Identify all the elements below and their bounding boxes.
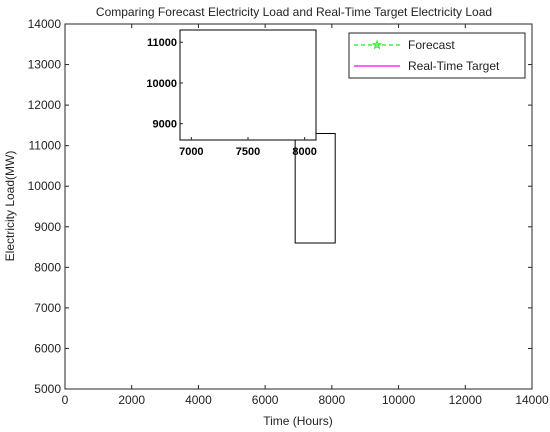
inset-x-tick-label: 8000: [292, 146, 316, 158]
inset-background: [180, 30, 316, 140]
y-tick-label: 7000: [34, 301, 61, 315]
legend-box: [348, 32, 526, 79]
inset-zoom-plot: 7000 7500 8000 9000 10000 11000: [146, 29, 317, 158]
legend-forecast-marker: [371, 39, 383, 50]
x-tick-label: 0: [62, 393, 69, 407]
y-tick-label: 9000: [34, 220, 61, 234]
inset-y-tick-label: 10000: [146, 78, 177, 90]
y-tick-label: 13000: [28, 58, 62, 72]
x-tick-label: 14000: [515, 393, 549, 407]
inset-y-tick-label: 9000: [153, 119, 177, 131]
x-axis-label: Time (Hours): [263, 414, 333, 428]
x-tick-label: 6000: [252, 393, 279, 407]
y-axis-label: Electricity Load(MW): [3, 151, 17, 262]
y-tick-label: 5000: [34, 382, 61, 396]
inset-x-tick-label: 7000: [179, 146, 203, 158]
y-tick-label: 10000: [28, 179, 62, 193]
y-tick-label: 6000: [34, 341, 61, 355]
x-tick-label: 12000: [449, 393, 483, 407]
inset-y-tick-label: 11000: [147, 37, 177, 49]
y-tick-label: 8000: [34, 260, 61, 274]
y-tick-label: 14000: [28, 17, 62, 31]
legend-forecast-label: Forecast: [408, 38, 455, 52]
x-tick-label: 2000: [118, 393, 145, 407]
legend: Forecast Real-Time Target: [348, 32, 526, 79]
axis-ticks: 0 2000 4000 6000 8000 10000 12000 14000 5000 6000…: [28, 17, 549, 407]
x-tick-label: 8000: [319, 393, 346, 407]
y-tick-label: 12000: [28, 98, 62, 112]
plot-frame: [64, 23, 533, 390]
legend-target-label: Real-Time Target: [408, 59, 500, 73]
x-tick-label: 4000: [185, 393, 212, 407]
y-tick-label: 11000: [29, 139, 62, 153]
inset-ticks: 7000 7500 8000 9000 10000 11000: [146, 37, 317, 158]
inset-x-tick-label: 7500: [236, 146, 260, 158]
x-tick-label: 10000: [382, 393, 416, 407]
chart-title: Comparing Forecast Electricity Load and …: [96, 5, 492, 19]
